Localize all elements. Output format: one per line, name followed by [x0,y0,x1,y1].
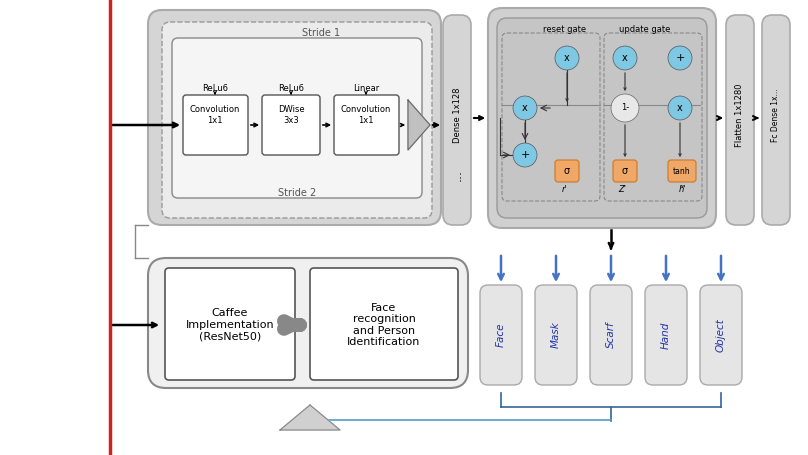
Text: Flatten 1x1280: Flatten 1x1280 [735,83,744,147]
Circle shape [513,96,537,120]
Text: ReLu6: ReLu6 [202,84,228,93]
Text: DWise
3x3: DWise 3x3 [278,105,305,125]
Text: 1-: 1- [621,103,629,112]
Text: Mask: Mask [551,322,561,349]
Circle shape [611,94,639,122]
FancyBboxPatch shape [334,95,399,155]
Text: Hand: Hand [661,321,671,349]
FancyBboxPatch shape [310,268,458,380]
Circle shape [668,46,692,70]
FancyBboxPatch shape [488,8,716,228]
Text: Linear: Linear [353,84,379,93]
FancyBboxPatch shape [162,22,432,218]
Text: Scarf: Scarf [606,322,616,349]
FancyBboxPatch shape [645,285,687,385]
FancyBboxPatch shape [700,285,742,385]
Text: reset gate: reset gate [544,25,587,34]
Circle shape [513,143,537,167]
Circle shape [613,46,637,70]
FancyBboxPatch shape [262,95,320,155]
Text: x: x [522,103,528,113]
Text: σ: σ [564,166,570,176]
FancyBboxPatch shape [148,258,468,388]
Text: Face
recognition
and Person
Identification: Face recognition and Person Identificati… [347,303,421,348]
Text: update gate: update gate [619,25,671,34]
FancyBboxPatch shape [480,285,522,385]
Polygon shape [280,405,340,430]
Text: Convolution
1x1: Convolution 1x1 [341,105,391,125]
Text: x: x [564,53,570,63]
FancyBboxPatch shape [183,95,248,155]
Text: tanh: tanh [673,167,691,176]
Text: Caffee
Implementation
(ResNet50): Caffee Implementation (ResNet50) [186,308,274,342]
Text: Z': Z' [618,186,626,194]
FancyBboxPatch shape [148,10,441,225]
FancyBboxPatch shape [165,268,295,380]
Text: +: + [520,150,530,160]
FancyBboxPatch shape [762,15,790,225]
Text: h̃': h̃' [678,186,686,194]
Text: x: x [622,53,628,63]
Text: ReLu6: ReLu6 [278,84,304,93]
Text: +: + [675,53,684,63]
FancyBboxPatch shape [535,285,577,385]
FancyBboxPatch shape [726,15,754,225]
Text: Stride 2: Stride 2 [278,188,316,198]
Text: x: x [677,103,683,113]
Polygon shape [408,100,430,150]
Text: Dense 1x128: Dense 1x128 [452,87,461,143]
Text: Convolution
1x1: Convolution 1x1 [190,105,240,125]
Text: ...: ... [451,169,464,181]
FancyBboxPatch shape [668,160,696,182]
Text: r': r' [562,186,568,194]
FancyBboxPatch shape [555,160,579,182]
Text: Object: Object [716,318,726,352]
FancyBboxPatch shape [497,18,707,218]
Text: Face: Face [496,323,506,347]
FancyBboxPatch shape [590,285,632,385]
Text: Stride 1: Stride 1 [302,28,340,38]
Text: Fc Dense 1x...: Fc Dense 1x... [772,88,781,142]
FancyBboxPatch shape [172,38,422,198]
Text: σ: σ [622,166,628,176]
FancyBboxPatch shape [613,160,637,182]
Circle shape [555,46,579,70]
Circle shape [668,96,692,120]
FancyBboxPatch shape [443,15,471,225]
